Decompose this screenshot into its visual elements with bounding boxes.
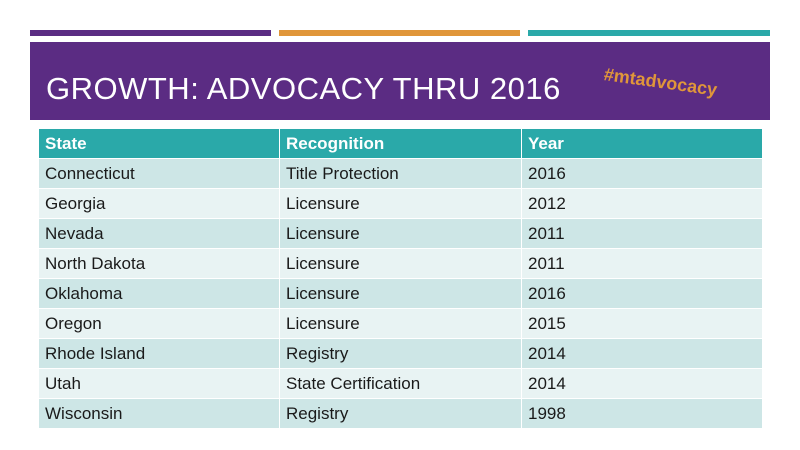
cell-year: 2014 [521,338,763,369]
cell-state: Connecticut [38,158,280,189]
cell-recognition: Licensure [279,278,522,309]
cell-year: 2016 [521,278,763,309]
table-row: Georgia Licensure 2012 [38,188,763,219]
header-state: State [38,128,280,159]
cell-state: Wisconsin [38,398,280,429]
table-row: Wisconsin Registry 1998 [38,398,763,429]
cell-state: Georgia [38,188,280,219]
cell-state: Rhode Island [38,338,280,369]
cell-recognition: Licensure [279,308,522,339]
cell-year: 2011 [521,218,763,249]
cell-year: 2016 [521,158,763,189]
cell-state: Utah [38,368,280,399]
slide-title: GROWTH: ADVOCACY THRU 2016 [46,71,561,106]
table-row: Oregon Licensure 2015 [38,308,763,339]
accent-bar-orange [279,30,520,36]
states-table: State Recognition Year Connecticut Title… [38,128,763,429]
table-header-row: State Recognition Year [38,128,763,159]
table-row: Oklahoma Licensure 2016 [38,278,763,309]
title-band: GROWTH: ADVOCACY THRU 2016 [30,42,770,120]
cell-year: 2014 [521,368,763,399]
table-row: Connecticut Title Protection 2016 [38,158,763,189]
cell-recognition: Registry [279,398,522,429]
table-row: Nevada Licensure 2011 [38,218,763,249]
cell-recognition: Licensure [279,248,522,279]
accent-bar-purple [30,30,271,36]
cell-state: Nevada [38,218,280,249]
accent-bar-teal [528,30,770,36]
header-recognition: Recognition [279,128,522,159]
table-row: North Dakota Licensure 2011 [38,248,763,279]
cell-recognition: Licensure [279,188,522,219]
cell-year: 1998 [521,398,763,429]
cell-recognition: Registry [279,338,522,369]
cell-state: Oregon [38,308,280,339]
cell-state: North Dakota [38,248,280,279]
cell-recognition: State Certification [279,368,522,399]
cell-recognition: Licensure [279,218,522,249]
cell-year: 2015 [521,308,763,339]
cell-year: 2011 [521,248,763,279]
cell-state: Oklahoma [38,278,280,309]
header-year: Year [521,128,763,159]
cell-recognition: Title Protection [279,158,522,189]
cell-year: 2012 [521,188,763,219]
table-row: Rhode Island Registry 2014 [38,338,763,369]
table-row: Utah State Certification 2014 [38,368,763,399]
